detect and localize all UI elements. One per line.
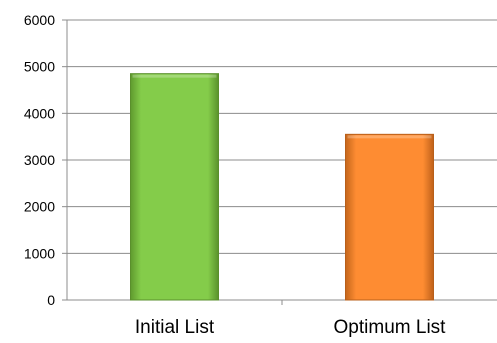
xtick-label-initial-list: Initial List xyxy=(135,317,215,338)
ytick-label-4000: 4000 xyxy=(24,105,55,121)
ytick-label-6000: 6000 xyxy=(24,12,55,28)
ytick-label-5000: 5000 xyxy=(24,59,55,75)
ytick-label-1000: 1000 xyxy=(24,245,55,261)
bar-optimum-list xyxy=(345,133,434,301)
bar-initial-list xyxy=(130,73,219,301)
ytick-label-3000: 3000 xyxy=(24,152,55,168)
ytick-label-0: 0 xyxy=(47,292,55,308)
bar-bevel-optimum-list xyxy=(347,135,432,139)
xtick-label-optimum-list: Optimum List xyxy=(334,317,447,338)
ytick-label-2000: 2000 xyxy=(24,199,55,215)
bar-bevel-initial-list xyxy=(132,74,217,78)
